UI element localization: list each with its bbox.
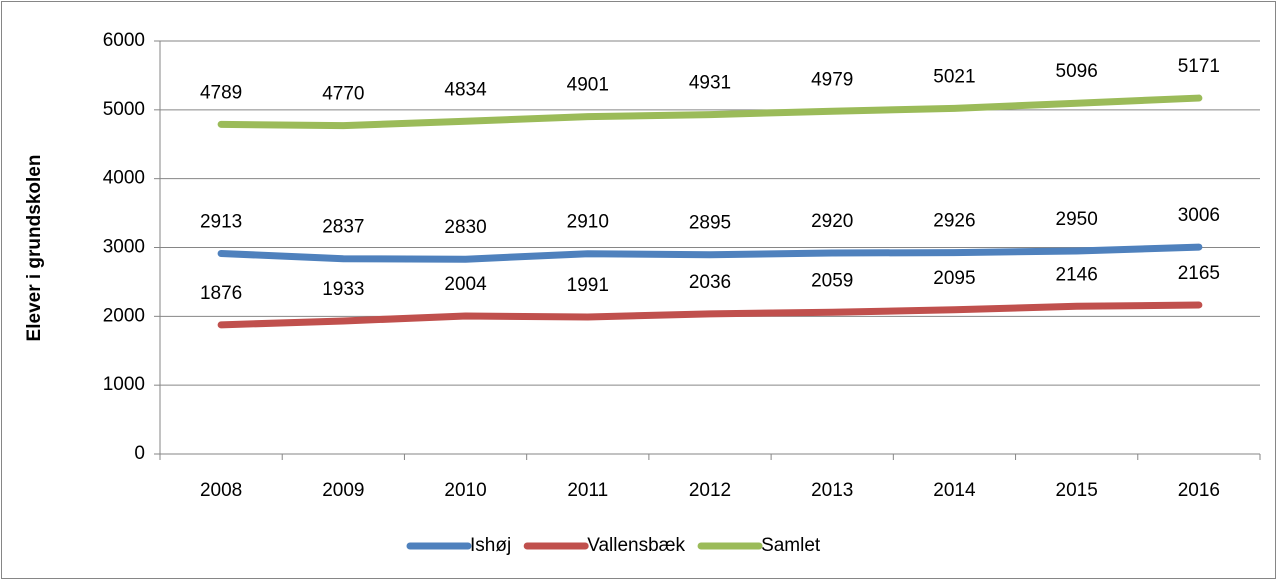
y-tick-label: 2000 [103, 305, 145, 326]
x-tick-label: 2010 [444, 480, 486, 501]
x-tick-label: 2008 [200, 480, 242, 501]
data-label: 2165 [1178, 263, 1220, 284]
data-label: 2913 [200, 212, 242, 233]
series-line [217, 243, 1203, 263]
data-label: 2059 [811, 270, 853, 291]
data-label: 2926 [933, 211, 975, 232]
x-tick-label: 2009 [322, 480, 364, 501]
data-label: 5171 [1178, 56, 1220, 77]
data-label: 2830 [444, 217, 486, 238]
y-tick-label: 6000 [103, 30, 145, 51]
x-tick-label: 2015 [1056, 480, 1098, 501]
y-tick-label: 3000 [103, 237, 145, 258]
y-tick-label: 4000 [103, 168, 145, 189]
data-label: 2837 [322, 217, 364, 238]
data-label: 3006 [1178, 205, 1220, 226]
series-line [217, 94, 1203, 130]
legend-label: Samlet [761, 535, 821, 556]
data-label: 4931 [689, 73, 731, 94]
data-label: 2920 [811, 211, 853, 232]
data-label: 2095 [933, 268, 975, 289]
y-tick-label: 1000 [103, 374, 145, 395]
series-line [217, 301, 1203, 329]
legend-label: Vallensbæk [587, 535, 685, 556]
data-label: 5021 [933, 66, 975, 87]
data-label: 2950 [1056, 209, 1098, 230]
data-label: 4979 [811, 69, 853, 90]
data-label: 4770 [322, 84, 364, 105]
data-label: 2910 [567, 212, 609, 233]
data-label: 4901 [567, 75, 609, 96]
data-label: 1991 [567, 275, 609, 296]
y-tick-label: 5000 [103, 99, 145, 120]
data-label: 2036 [689, 272, 731, 293]
data-label: 4789 [200, 82, 242, 103]
data-label: 2146 [1056, 264, 1098, 285]
x-tick-label: 2016 [1178, 480, 1220, 501]
data-label: 5096 [1056, 61, 1098, 82]
data-label: 1876 [200, 283, 242, 304]
data-label: 2004 [444, 274, 487, 295]
data-label: 4834 [444, 79, 487, 100]
x-tick-label: 2011 [567, 480, 608, 501]
data-label: 2895 [689, 213, 731, 234]
x-tick-label: 2014 [933, 480, 976, 501]
data-label: 1933 [322, 279, 364, 300]
x-tick-label: 2012 [689, 480, 731, 501]
y-tick-label: 0 [134, 443, 145, 464]
x-tick-label: 2013 [811, 480, 853, 501]
legend-label: Ishøj [470, 535, 511, 556]
y-axis-label: Elever i grundskolen [24, 155, 45, 342]
